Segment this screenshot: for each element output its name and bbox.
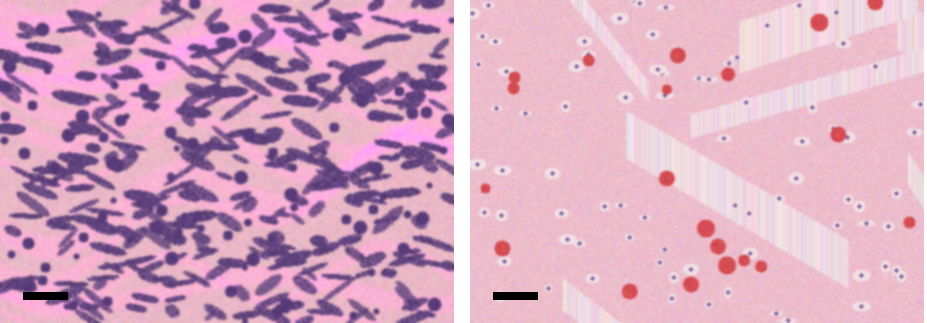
Bar	[22, 292, 68, 300]
Bar	[492, 292, 538, 300]
